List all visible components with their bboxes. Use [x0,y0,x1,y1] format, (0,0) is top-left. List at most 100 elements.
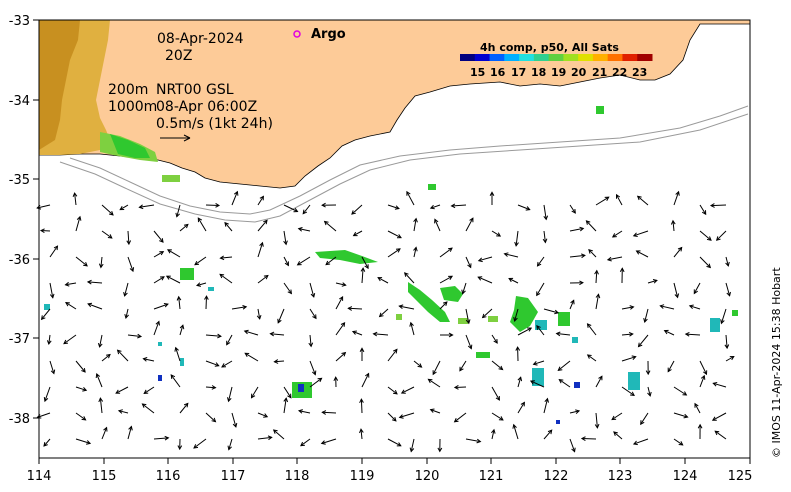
current-vector-head [512,423,517,429]
product-time-label: 08-Apr 06:00Z [156,99,257,115]
current-vector [87,281,103,284]
current-vector [309,377,322,388]
current-vector [100,256,103,268]
current-vector [273,429,285,440]
current-vector-head [613,431,618,436]
current-vector-head [64,302,70,307]
current-vector [166,275,181,284]
current-vector [667,360,675,372]
current-vector [725,282,731,296]
current-vector [569,410,580,414]
current-vector [205,296,207,310]
current-vector [557,360,571,371]
current-vector-head [233,190,239,196]
current-vector [48,334,51,345]
current-vector [65,302,77,310]
current-vector-head [398,304,404,309]
x-tick-121: 121 [479,469,504,484]
current-vector-head [340,321,346,327]
current-vector-head [413,217,418,223]
current-vector [101,204,114,216]
current-vector [482,308,493,318]
current-vector-head [87,302,93,308]
current-vector [569,204,576,214]
current-vector-head [64,281,70,287]
current-vector-head [50,369,56,375]
current-vector [231,412,237,428]
current-vector-head [697,423,703,429]
current-vector [231,306,247,310]
current-vector-head [726,291,731,297]
current-vector-head [43,441,48,447]
current-vector-head [98,397,104,403]
current-vector-head [82,387,88,392]
current-vector [143,358,155,362]
current-vector-head [586,354,592,359]
current-vector-head [520,401,525,407]
current-vector-head [579,226,585,232]
current-vector-head [283,240,288,246]
current-vector-head [588,248,593,254]
current-vector-head [513,316,518,323]
current-vector-head [529,380,535,385]
current-vector-head [703,370,708,376]
plot-frame [38,19,751,459]
current-vector-head [629,305,635,310]
colorbar-segment [548,54,564,61]
current-vector [167,249,181,258]
land-mass [38,19,751,189]
current-vector [543,308,559,314]
current-vector-head [81,416,87,421]
current-vector [556,333,571,336]
current-vector-head [635,250,641,255]
current-vector-head [40,315,46,321]
current-vector-head [263,413,269,418]
current-vector-head [709,203,715,208]
colorbar-tick-16: 16 [490,66,506,79]
current-vector [283,230,287,245]
current-vector [587,323,597,336]
current-vector [351,204,363,215]
colorbar-segment [607,54,623,61]
current-vector-head [536,324,541,330]
current-vector [205,360,219,367]
current-vector [257,219,268,232]
current-vector-head [477,276,483,281]
sst-patch-cape-green [110,134,150,158]
current-vector-head [107,234,113,239]
current-vector-head [183,223,189,229]
current-vector [712,412,727,421]
current-vector [257,412,268,418]
current-vector [491,412,504,421]
current-vector-head [224,221,229,227]
current-vector-head [570,299,575,305]
current-vector-head [163,303,169,308]
x-tick-114: 114 [27,469,52,484]
current-vector-head [429,408,435,413]
current-vector-head [76,215,82,221]
current-vector-head [63,339,69,345]
depth-contour-1000-label: 1000m [108,99,157,115]
current-vector-head [277,318,282,324]
x-axis [38,458,751,464]
current-vector-head [631,355,637,360]
current-vector-head [595,293,601,299]
current-vector [713,382,727,388]
current-vector [410,322,415,336]
colorbar-segment [489,54,505,61]
scale-label: 0.5m/s (1kt 24h) [156,116,273,132]
current-vector-head [498,365,504,371]
current-vector-head [398,414,404,419]
current-vector [277,308,285,323]
current-vector [588,249,597,258]
current-vector-head [544,397,549,403]
current-vector-head [706,263,712,269]
current-vector-head [616,193,621,199]
current-vector-head [396,442,402,447]
current-vector [672,220,675,232]
current-vector-head [558,378,564,384]
current-vector [335,296,344,310]
current-vector-head [227,397,232,403]
current-vector [478,276,493,284]
